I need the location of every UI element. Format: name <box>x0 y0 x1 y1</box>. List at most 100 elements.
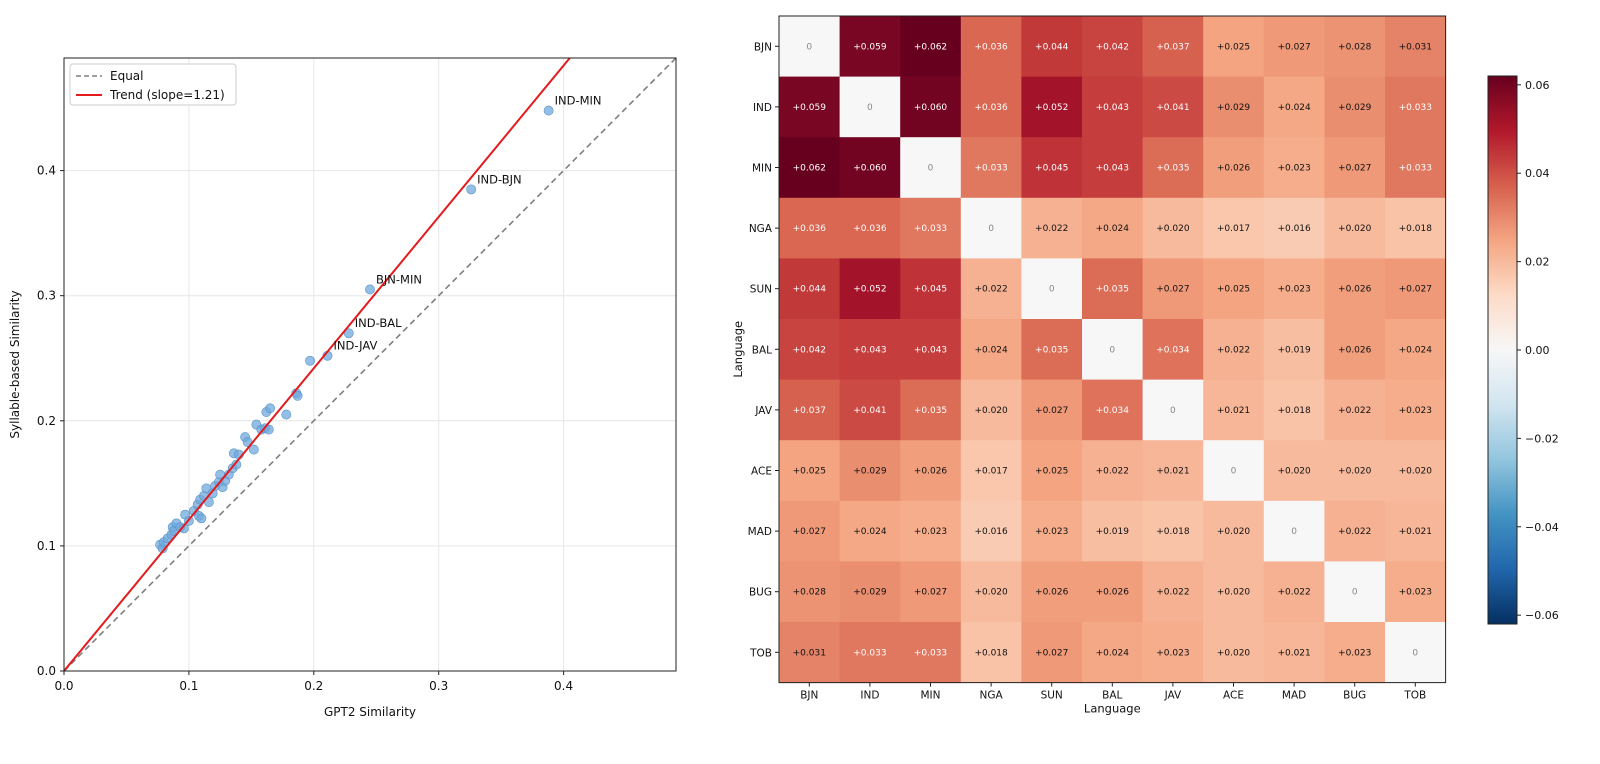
heatmap-cell <box>839 258 901 320</box>
heatmap-cell <box>1021 76 1083 138</box>
y-tick-label-bjn: BJN <box>754 41 772 53</box>
x-tick-label-ace: ACE <box>1223 690 1244 702</box>
heatmap-cell-label: +0.036 <box>974 42 1008 52</box>
heatmap-cell <box>1021 379 1083 441</box>
heatmap-cell-label: +0.020 <box>1217 648 1251 658</box>
heatmap-cell-label: +0.022 <box>1035 224 1068 234</box>
heatmap-cell-label: +0.045 <box>914 285 947 295</box>
heatmap-cell-label: +0.022 <box>1338 527 1371 537</box>
heatmap-cell-label: +0.026 <box>1338 345 1372 355</box>
heatmap-cell <box>900 440 962 502</box>
heatmap-cell-label: +0.023 <box>1277 164 1310 174</box>
heatmap-cell <box>1142 440 1204 502</box>
heatmap-cell <box>960 622 1022 684</box>
heatmap-cell <box>1142 197 1204 259</box>
legend-box <box>69 63 237 106</box>
point-annotation-ind-bjn: IND-BJN <box>477 172 521 186</box>
heatmap-cell <box>779 561 841 623</box>
scatter-axes: 0.0 0.1 0.2 0.3 0.4 0.0 0.1 0.2 0.3 0.4 GPT2 Simil… <box>8 164 573 719</box>
heatmap-cell <box>1324 137 1386 199</box>
heatmap-cell-label: +0.029 <box>853 588 887 598</box>
heatmap-cell-label: +0.017 <box>974 467 1007 477</box>
heatmap-cell-label: +0.027 <box>1277 42 1310 52</box>
heatmap-x-axis-label: Language <box>1084 702 1141 716</box>
heatmap-cell-label: +0.022 <box>1156 588 1189 598</box>
heatmap-cell-label: +0.022 <box>1277 588 1310 598</box>
x-tick-label-sun: SUN <box>1041 690 1063 702</box>
heatmap-cell <box>1021 258 1083 320</box>
heatmap-cell <box>900 622 962 684</box>
heatmap-cell <box>1263 379 1325 441</box>
heatmap-cell <box>1082 258 1144 320</box>
heatmap-cell <box>1142 137 1204 199</box>
heatmap-cell <box>1021 561 1083 623</box>
scatter-point <box>281 409 292 420</box>
heatmap-cell-label: 0 <box>1412 648 1418 658</box>
heatmap-cell-label: 0 <box>867 103 873 113</box>
scatter-frame <box>63 57 677 672</box>
scatter-annotations: IND-MIN IND-BJN BJN-MIN IND-BAL IND-JAV <box>334 94 602 353</box>
y-tick-label-sun: SUN <box>750 284 772 296</box>
x-tick-label-min: MIN <box>920 690 940 702</box>
heatmap-cell-label: +0.035 <box>1156 164 1189 174</box>
heatmap-cell <box>1082 440 1144 502</box>
colorbar-tick-label: 0.06 <box>1525 79 1550 92</box>
y-tick-label-ind: IND <box>753 102 772 114</box>
heatmap-cell <box>1385 76 1447 138</box>
heatmap-y-axis-label: Language <box>731 321 745 378</box>
heatmap-cell <box>900 500 962 562</box>
heatmap-cell <box>1142 561 1204 623</box>
heatmap-cell-label: +0.025 <box>1035 467 1068 477</box>
x-tick-label-mad: MAD <box>1282 690 1306 702</box>
point-annotation-ind-min: IND-MIN <box>555 94 602 108</box>
heatmap-cell <box>1142 16 1204 78</box>
heatmap-cell <box>779 137 841 199</box>
heatmap-cell <box>1263 561 1325 623</box>
heatmap-cell-label: +0.043 <box>1096 103 1129 113</box>
heatmap-cell-label: +0.029 <box>1217 103 1251 113</box>
heatmap-cell <box>960 76 1022 138</box>
y-tick-label: 0.4 <box>37 164 56 178</box>
heatmap-cell-label: +0.022 <box>1096 467 1129 477</box>
scatter-point <box>196 513 207 524</box>
y-tick-label: 0.3 <box>37 289 56 303</box>
heatmap-cell <box>1203 561 1265 623</box>
heatmap-cell <box>1203 197 1265 259</box>
legend-equal-label: Equal <box>110 69 144 83</box>
heatmap-cell-label: +0.028 <box>1338 42 1372 52</box>
heatmap-cell-label: +0.042 <box>793 345 826 355</box>
heatmap-cell-label: +0.035 <box>1035 345 1068 355</box>
heatmap-cell <box>839 440 901 502</box>
y-tick-label-bal: BAL <box>752 344 772 356</box>
heatmap-cell-label: +0.037 <box>1156 42 1189 52</box>
heatmap-cell <box>1082 622 1144 684</box>
y-tick-label-bug: BUG <box>749 587 772 599</box>
heatmap-cell <box>960 137 1022 199</box>
heatmap-cell <box>779 76 841 138</box>
scatter-point <box>248 444 259 455</box>
point-annotation-ind-jav: IND-JAV <box>334 339 378 353</box>
heatmap-cell <box>960 379 1022 441</box>
heatmap-cell-label: +0.027 <box>1035 648 1068 658</box>
heatmap-cell <box>1324 500 1386 562</box>
heatmap-cell-label: +0.033 <box>1399 164 1432 174</box>
heatmap-cell-label: +0.036 <box>974 103 1008 113</box>
heatmap-cell <box>839 197 901 259</box>
scatter-point <box>265 403 275 414</box>
heatmap-cell-label: +0.060 <box>853 164 887 174</box>
heatmap-cell <box>1142 76 1204 138</box>
heatmap-cell-label: +0.043 <box>1096 164 1129 174</box>
x-tick-label: 0.0 <box>54 679 73 693</box>
heatmap-cell <box>960 561 1022 623</box>
heatmap-cell <box>1263 258 1325 320</box>
heatmap-cell <box>1324 319 1386 381</box>
heatmap-cell <box>1021 440 1083 502</box>
y-tick-label: 0.2 <box>37 414 56 428</box>
heatmap-cell <box>1385 137 1447 199</box>
heatmap-cell-label: +0.052 <box>853 285 886 295</box>
heatmap-cell-label: +0.024 <box>1277 103 1311 113</box>
y-tick-label-min: MIN <box>752 163 772 175</box>
heatmap-cell-label: +0.024 <box>853 527 887 537</box>
heatmap-cell-label: +0.020 <box>1156 224 1190 234</box>
